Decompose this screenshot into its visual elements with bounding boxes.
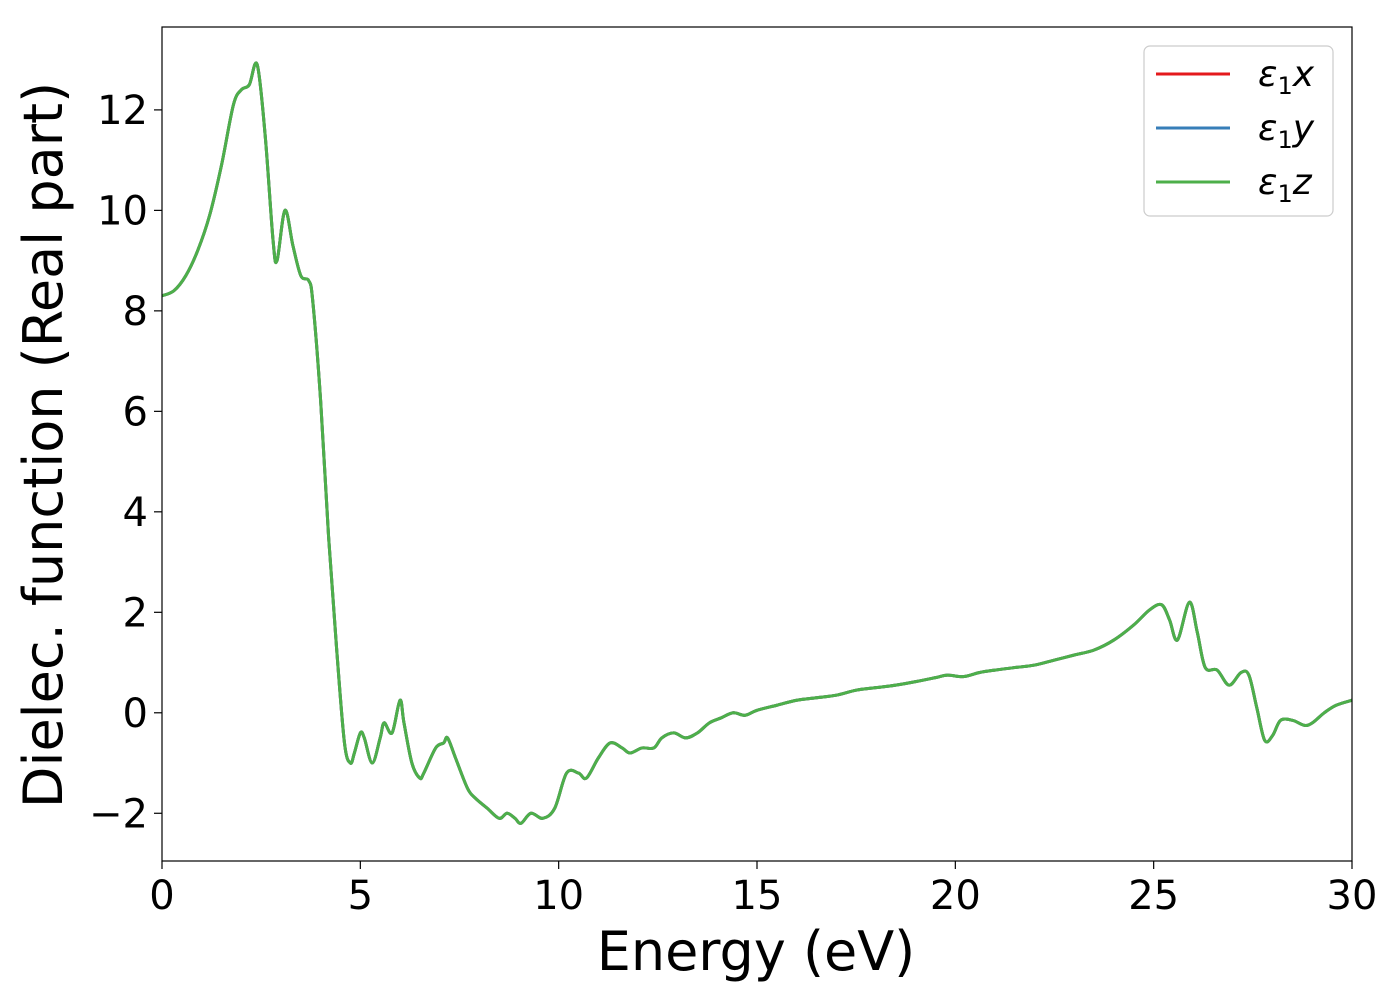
legend-symbol: ε xyxy=(1258,108,1277,149)
legend-component: y xyxy=(1292,108,1315,149)
x-tick-label: 30 xyxy=(1327,873,1378,919)
legend-component: x xyxy=(1292,54,1315,95)
y-tick-label: 8 xyxy=(123,289,148,335)
legend-symbol: ε xyxy=(1258,162,1277,203)
x-tick-label: 25 xyxy=(1128,873,1179,919)
legend-subscript: 1 xyxy=(1277,72,1292,100)
legend-component: z xyxy=(1292,162,1313,203)
x-tick-label: 15 xyxy=(732,873,783,919)
series-line-z xyxy=(161,61,1353,825)
legend-label-z: ε1z xyxy=(1258,162,1313,208)
x-tick-label: 20 xyxy=(930,873,981,919)
x-axis-label: Energy (eV) xyxy=(597,920,916,983)
legend-box xyxy=(1143,45,1334,217)
y-tick-label: −2 xyxy=(89,791,148,837)
legend-subscript: 1 xyxy=(1277,180,1292,208)
y-tick-label: 12 xyxy=(97,88,148,134)
legend-symbol: ε xyxy=(1258,54,1277,95)
y-axis-label: Dielec. function (Real part) xyxy=(12,82,75,808)
legend-label-y: ε1y xyxy=(1258,108,1315,154)
series-layer xyxy=(161,61,1353,825)
x-axis-ticks: 0 5 10 15 20 25 30 xyxy=(149,861,1377,919)
x-tick-label: 5 xyxy=(348,873,373,919)
legend-label-x: ε1x xyxy=(1258,54,1315,100)
legend-subscript: 1 xyxy=(1277,126,1292,154)
y-tick-label: 4 xyxy=(123,490,148,536)
y-tick-label: 0 xyxy=(123,691,148,737)
y-tick-label: 6 xyxy=(123,389,148,435)
y-tick-label: 2 xyxy=(123,590,148,636)
y-tick-label: 10 xyxy=(97,188,148,234)
y-axis-ticks: −2 0 2 4 6 8 10 12 xyxy=(89,88,162,837)
x-tick-label: 0 xyxy=(149,873,174,919)
x-tick-label: 10 xyxy=(533,873,584,919)
